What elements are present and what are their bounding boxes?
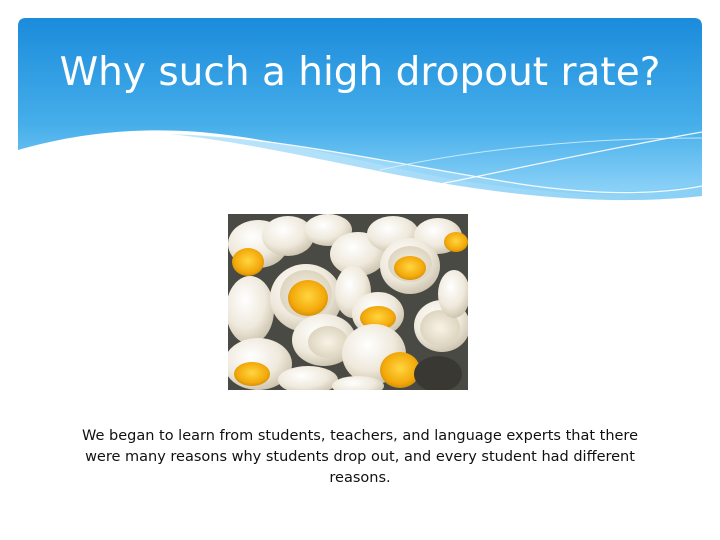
header-wave-line [379,137,703,171]
slide-body-text: We began to learn from students, teacher… [81,428,638,486]
header-wave-line [219,135,703,194]
slide-title: Why such a high dropout rate? [59,50,661,95]
egg-shells-photo [228,214,468,390]
header-wave-ribbon [170,134,702,201]
header-banner-shape [18,18,702,195]
header-wave-line [439,131,703,185]
header-wave-banner [18,18,703,201]
